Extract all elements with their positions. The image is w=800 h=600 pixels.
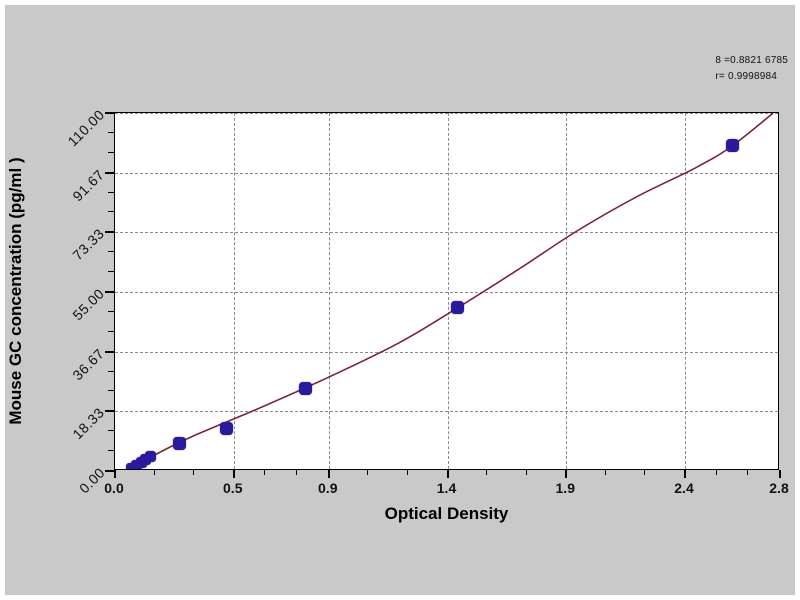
data-point: [145, 450, 157, 462]
x-minor-tick-mark: [525, 470, 527, 475]
stats-correlation-line: r= 0.9998984: [715, 70, 778, 82]
y-minor-tick-mark: [108, 211, 114, 213]
gridline-vertical: [685, 113, 686, 469]
x-tick-label: 1.9: [555, 480, 575, 496]
y-minor-tick-mark: [108, 251, 114, 253]
x-axis-ticks: [114, 470, 781, 478]
x-tick-mark: [684, 470, 686, 478]
x-tick-mark: [327, 470, 330, 478]
y-minor-tick-mark: [108, 131, 114, 133]
y-tick-mark: [105, 291, 114, 293]
x-axis-title: Optical Density: [384, 504, 509, 523]
x-tick-label: 0.9: [318, 480, 338, 496]
y-minor-tick-mark: [108, 390, 114, 392]
y-tick-label: 91.67: [69, 165, 108, 204]
y-tick-mark: [105, 470, 114, 472]
gridline-vertical: [233, 113, 235, 469]
x-tick-mark: [232, 470, 235, 478]
x-minor-tick-mark: [715, 470, 717, 475]
y-tick-mark: [105, 350, 114, 353]
x-minor-tick-mark: [193, 470, 195, 475]
x-minor-tick-mark: [264, 470, 266, 475]
y-axis-ticks: [105, 112, 115, 472]
y-minor-tick-mark: [108, 370, 114, 372]
x-tick-mark: [565, 470, 568, 478]
x-minor-tick-mark: [406, 470, 408, 475]
x-minor-tick-mark: [604, 470, 606, 475]
data-point: [450, 300, 464, 314]
x-tick-mark: [114, 470, 116, 478]
y-minor-tick-mark: [108, 330, 114, 332]
x-minor-tick-mark: [153, 470, 155, 475]
x-tick-label: 1.4: [436, 480, 457, 496]
y-axis-title: Mouse GC concentration (pg/ml ): [6, 157, 25, 425]
gridline-horizontal: [115, 351, 778, 353]
gridline-vertical: [447, 113, 449, 469]
y-minor-tick-mark: [108, 450, 114, 452]
y-tick-label: 18.33: [69, 404, 108, 443]
y-tick-mark: [105, 171, 114, 174]
data-point: [298, 381, 312, 395]
x-tick-label: 0.0: [104, 480, 124, 496]
y-tick-mark: [105, 112, 114, 114]
gridline-horizontal: [115, 411, 778, 413]
gridline-horizontal: [115, 113, 778, 114]
x-tick-label: 2.8: [769, 480, 789, 496]
x-tick-mark: [779, 470, 781, 478]
gridline-vertical: [328, 113, 330, 469]
plot-area: [114, 112, 779, 470]
y-tick-label: 55.00: [69, 285, 108, 324]
y-minor-tick-mark: [108, 151, 114, 153]
y-tick-label: 73.33: [69, 225, 108, 264]
y-tick-mark: [105, 231, 114, 234]
regression-stats: 8 =0.8821 6785 r= 0.9998984: [715, 53, 788, 84]
x-tick-mark: [446, 470, 449, 478]
y-tick-mark: [105, 410, 114, 413]
y-tick-label: 36.67: [69, 344, 108, 383]
x-minor-tick-mark: [486, 470, 488, 475]
gridline-vertical: [566, 113, 568, 469]
y-minor-tick-mark: [108, 271, 114, 273]
data-point: [220, 421, 234, 435]
data-point: [726, 139, 739, 153]
x-minor-tick-mark: [296, 470, 298, 475]
gridline-horizontal: [115, 232, 778, 234]
stats-slope-line: 8 =0.8821 6785: [715, 55, 788, 66]
y-minor-tick-mark: [108, 191, 114, 193]
y-minor-tick-mark: [108, 430, 114, 432]
y-tick-label: 0.00: [75, 464, 108, 497]
x-minor-tick-mark: [644, 470, 646, 475]
data-point: [172, 436, 186, 450]
x-tick-label: 0.5: [223, 480, 243, 496]
y-tick-label: 110.00: [64, 106, 108, 150]
x-minor-tick-mark: [367, 470, 369, 475]
x-tick-label: 2.4: [674, 480, 694, 496]
gridline-horizontal: [115, 292, 778, 293]
y-minor-tick-mark: [108, 310, 114, 312]
x-minor-tick-mark: [747, 470, 749, 475]
gridline-horizontal: [115, 172, 778, 174]
fitted-curve: [127, 113, 774, 469]
